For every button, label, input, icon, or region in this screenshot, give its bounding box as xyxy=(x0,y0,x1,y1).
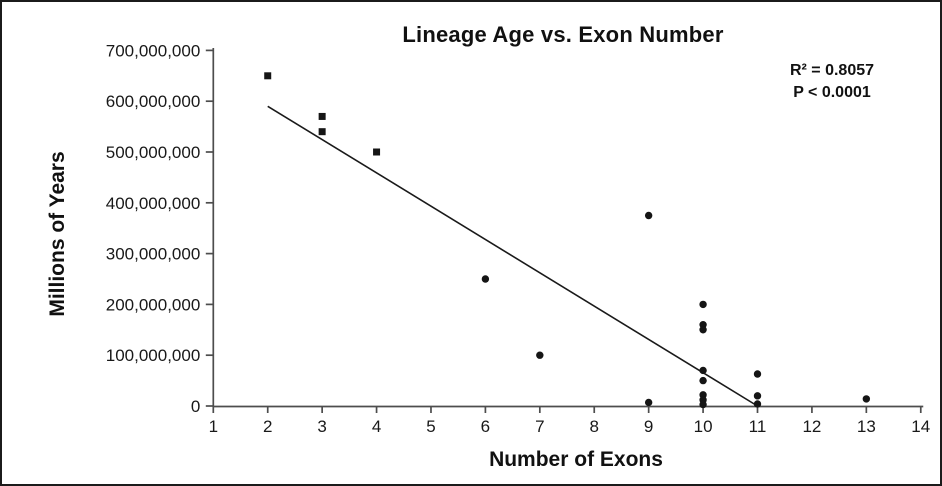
y-tick-label: 300,000,000 xyxy=(106,245,201,264)
p-value: P < 0.0001 xyxy=(793,84,871,101)
data-point-circle xyxy=(699,391,707,399)
y-tick-label: 400,000,000 xyxy=(106,194,201,213)
x-tick-label: 13 xyxy=(857,417,876,436)
y-tick-label: 500,000,000 xyxy=(106,143,201,162)
data-point-circle xyxy=(753,400,762,408)
data-point-circle xyxy=(699,321,707,329)
x-tick-label: 11 xyxy=(749,417,767,436)
trend-line xyxy=(267,105,758,407)
data-point-square xyxy=(264,72,272,80)
x-tick-label: 2 xyxy=(263,417,272,436)
x-tick-label: 14 xyxy=(911,417,930,436)
y-tick-label: 600,000,000 xyxy=(106,92,201,111)
data-point-square xyxy=(318,112,326,120)
data-point-circle xyxy=(753,370,762,378)
data-point-circle xyxy=(862,395,871,403)
x-tick-label: 7 xyxy=(535,417,544,436)
data-point-circle xyxy=(699,400,707,409)
x-tick-label: 9 xyxy=(644,417,653,436)
data-point-circle xyxy=(644,398,653,407)
x-tick-label: 10 xyxy=(694,417,713,436)
data-point-circle xyxy=(753,392,762,400)
data-point-circle xyxy=(699,376,707,385)
data-point-circle xyxy=(536,351,544,359)
r-squared-value: R² = 0.8057 xyxy=(789,62,875,79)
y-tick-label: 0 xyxy=(191,397,200,416)
data-point-circle xyxy=(699,366,707,375)
y-tick-label: 100,000,000 xyxy=(106,346,201,365)
stats-annotation: R² = 0.8057 P < 0.0001 xyxy=(750,60,914,104)
data-point-circle xyxy=(699,326,707,334)
y-axis-title: Millions of Years xyxy=(46,151,69,317)
x-tick-label: 8 xyxy=(590,417,599,436)
data-point-circle xyxy=(481,275,490,283)
y-tick-label: 700,000,000 xyxy=(106,41,201,60)
x-tick-label: 4 xyxy=(372,417,381,436)
data-point-circle xyxy=(699,300,707,309)
y-tick-label: 200,000,000 xyxy=(106,295,201,314)
x-tick-label: 5 xyxy=(426,417,435,436)
x-tick-label: 6 xyxy=(481,417,490,436)
x-axis-title: Number of Exons xyxy=(489,448,663,471)
data-point-square xyxy=(318,128,326,136)
chart-title: Lineage Age vs. Exon Number xyxy=(402,22,724,47)
x-tick-label: 12 xyxy=(802,417,821,436)
x-tick-label: 3 xyxy=(317,417,326,436)
data-point-square xyxy=(373,148,381,156)
data-point-circle xyxy=(644,211,653,220)
x-tick-label: 1 xyxy=(209,417,218,436)
